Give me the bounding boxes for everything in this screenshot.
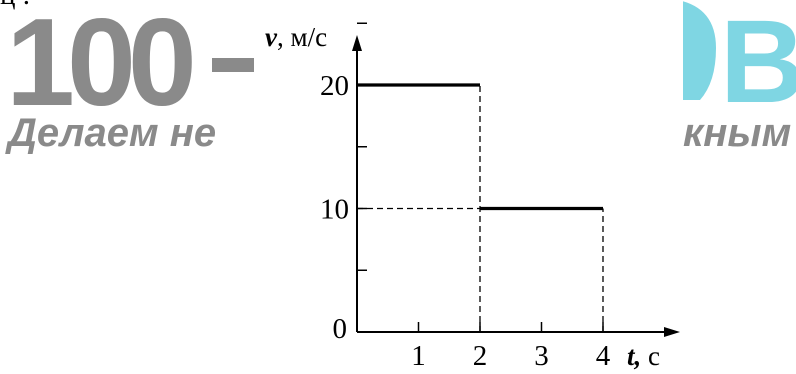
x-tick-label: 1: [411, 340, 426, 372]
origin-label: 0: [333, 313, 348, 345]
plot-background: [268, 0, 683, 374]
x-axis-ticks: 1 2 3 4: [411, 322, 611, 372]
x-axis-label: t, с: [627, 341, 660, 371]
x-tick-label: 3: [534, 340, 549, 372]
y-axis-arrowhead: [352, 35, 362, 51]
y-axis-unit: , м/с: [277, 22, 327, 52]
y-axis-ticks: 10 20: [320, 22, 367, 271]
x-tick-label: 2: [473, 340, 488, 372]
x-tick-label: 4: [596, 340, 611, 372]
x-axis-unit: с: [641, 341, 660, 371]
watermark-tail-letter: B: [720, 0, 796, 128]
watermark-o-shape: [636, 0, 716, 100]
page-top-text-fragment: ц .: [0, 0, 30, 11]
watermark-dash: [212, 58, 254, 72]
data-series: [357, 83, 603, 211]
x-axis-arrowhead: [664, 327, 680, 337]
watermark-tagline-left: Делаем не: [5, 111, 216, 155]
y-axis-variable: v: [265, 22, 278, 52]
watermark-tagline-right: кным: [683, 111, 791, 155]
x-axis-variable: t,: [627, 341, 641, 371]
watermark-digits: 100: [6, 0, 192, 132]
y-tick-label: 20: [320, 70, 349, 102]
velocity-time-chart: 10 20 1 2 3 4 v, м/с t, с 0: [265, 22, 680, 372]
y-tick-label: 10: [320, 194, 349, 226]
y-axis-label: v, м/с: [265, 22, 327, 52]
